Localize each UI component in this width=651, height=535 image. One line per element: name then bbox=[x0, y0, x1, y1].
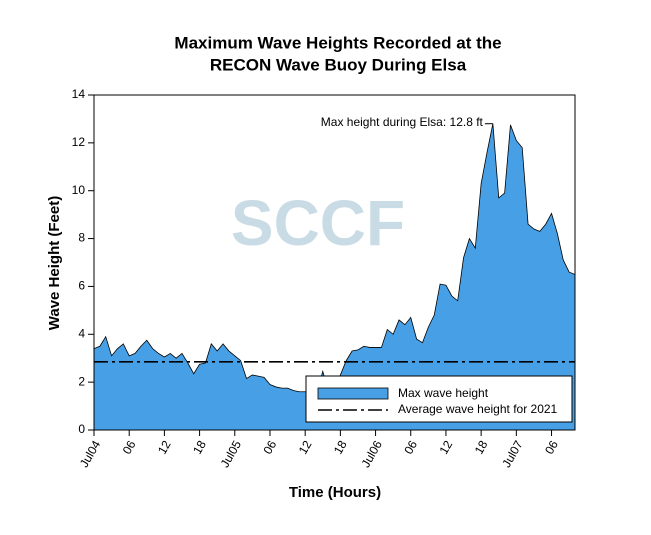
y-tick-label: 8 bbox=[78, 231, 85, 245]
y-axis-title: Wave Height (Feet) bbox=[46, 196, 63, 330]
x-tick-label: Jul05 bbox=[218, 438, 245, 470]
x-tick-label: 18 bbox=[331, 438, 350, 457]
x-tick-label: 12 bbox=[296, 438, 315, 457]
plot-frame bbox=[93, 94, 576, 431]
y-tick-label: 14 bbox=[72, 87, 86, 101]
x-tick-label: Jul04 bbox=[77, 438, 104, 470]
x-tick-label: 12 bbox=[155, 438, 174, 457]
legend-label: Max wave height bbox=[398, 386, 489, 400]
y-tick-label: 12 bbox=[72, 135, 86, 149]
x-tick-label: Jul07 bbox=[499, 438, 526, 470]
y-tick-label: 10 bbox=[72, 183, 86, 197]
chart-title: RECON Wave Buoy During Elsa bbox=[210, 55, 467, 74]
annotation: Max height during Elsa: 12.8 ft bbox=[321, 115, 484, 129]
x-tick-label: 12 bbox=[436, 438, 455, 457]
y-tick-label: 2 bbox=[78, 374, 85, 388]
y-tick-label: 4 bbox=[78, 326, 85, 340]
watermark: SCCF bbox=[231, 187, 405, 259]
legend-swatch bbox=[317, 387, 389, 400]
x-tick-label: 06 bbox=[542, 438, 561, 457]
legend-label: Average wave height for 2021 bbox=[398, 402, 558, 416]
x-tick-label: 18 bbox=[472, 438, 491, 457]
x-tick-label: 18 bbox=[190, 438, 209, 457]
x-tick-label: 06 bbox=[120, 438, 139, 457]
x-tick-label: 06 bbox=[401, 438, 420, 457]
x-axis-title: Time (Hours) bbox=[289, 484, 381, 501]
x-tick-label: 06 bbox=[261, 438, 280, 457]
y-tick-label: 0 bbox=[78, 422, 85, 436]
y-tick-label: 6 bbox=[78, 279, 85, 293]
chart-title: Maximum Wave Heights Recorded at the bbox=[174, 33, 501, 52]
x-tick-label: Jul06 bbox=[358, 438, 385, 470]
